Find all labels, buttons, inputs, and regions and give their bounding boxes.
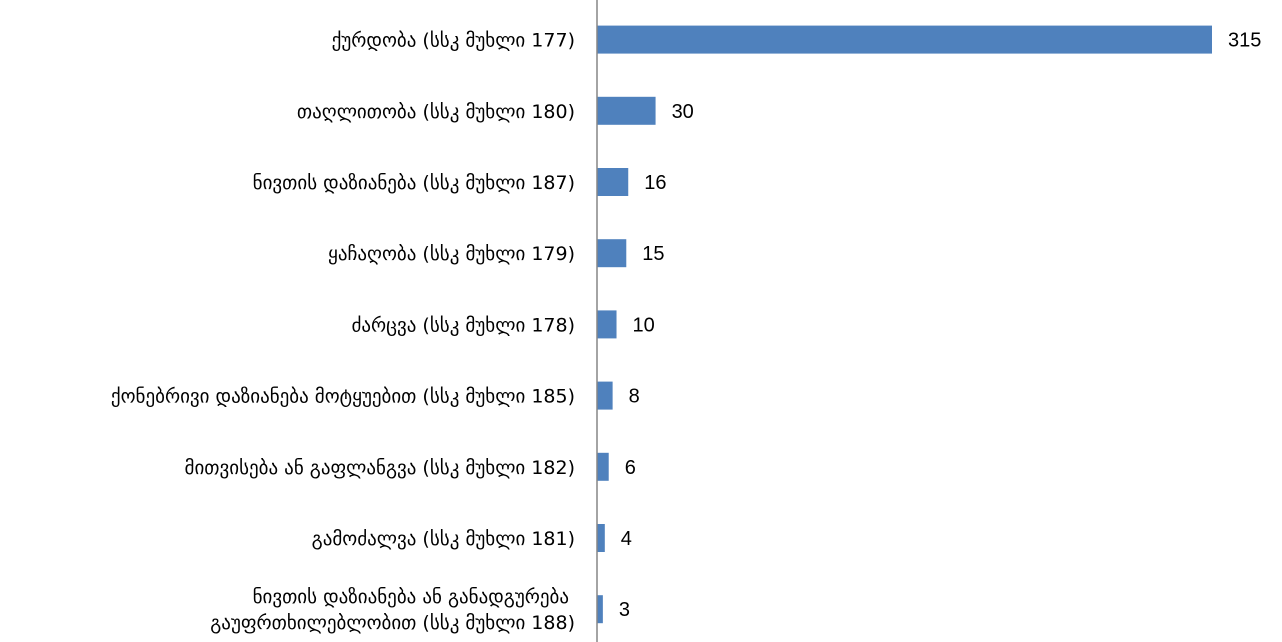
- category-label-6: მითვისება ან გაფლანგვა (სსკ მუხლი 182): [185, 457, 575, 479]
- category-label-8-line-0: ნივთის დაზიანება ან განადგურება: [253, 586, 569, 608]
- category-label-5: ქონებრივი დაზიანება მოტყუებით (სსკ მუხლი…: [111, 386, 575, 408]
- category-label-7: გამოძალვა (სსკ მუხლი 181): [312, 528, 575, 550]
- category-label-8-line-1: გაუფრთხილებლობით (სსკ მუხლი 188): [210, 612, 575, 634]
- bar-3: [597, 239, 627, 268]
- value-labels-layer: 315 30 16 15 10 8 6 4 3: [619, 30, 1262, 622]
- data-label-4: 10: [633, 314, 655, 336]
- data-label-5: 8: [629, 386, 640, 408]
- bar-5: [597, 381, 613, 410]
- data-label-0: 315: [1228, 30, 1261, 52]
- bar-2: [597, 168, 629, 196]
- category-label-4: ძარცვა (სსკ მუხლი 178): [351, 314, 575, 336]
- data-label-3: 15: [642, 243, 664, 265]
- bar-0: [597, 25, 1212, 54]
- data-label-2: 16: [644, 172, 666, 194]
- bar-6: [597, 452, 609, 481]
- data-label-6: 6: [625, 457, 636, 479]
- bar-4: [597, 310, 617, 339]
- data-label-8: 3: [619, 599, 630, 621]
- bar-7: [597, 524, 605, 552]
- bar-8: [597, 595, 603, 624]
- category-label-0: ქურდობა (სსკ მუხლი 177): [332, 30, 575, 52]
- data-label-1: 30: [672, 101, 694, 123]
- category-label-2: ნივთის დაზიანება (სსკ მუხლი 187): [253, 172, 575, 194]
- category-label-3: ყაჩაღობა (სსკ მუხლი 179): [328, 243, 575, 265]
- data-label-7: 4: [621, 528, 632, 550]
- category-labels-layer: ქურდობა (სსკ მუხლი 177) თაღლითობა (სსკ მუ…: [111, 30, 575, 635]
- bar-1: [597, 96, 656, 125]
- bars-layer: [597, 25, 1212, 624]
- category-label-1: თაღლითობა (სსკ მუხლი 180): [297, 101, 575, 123]
